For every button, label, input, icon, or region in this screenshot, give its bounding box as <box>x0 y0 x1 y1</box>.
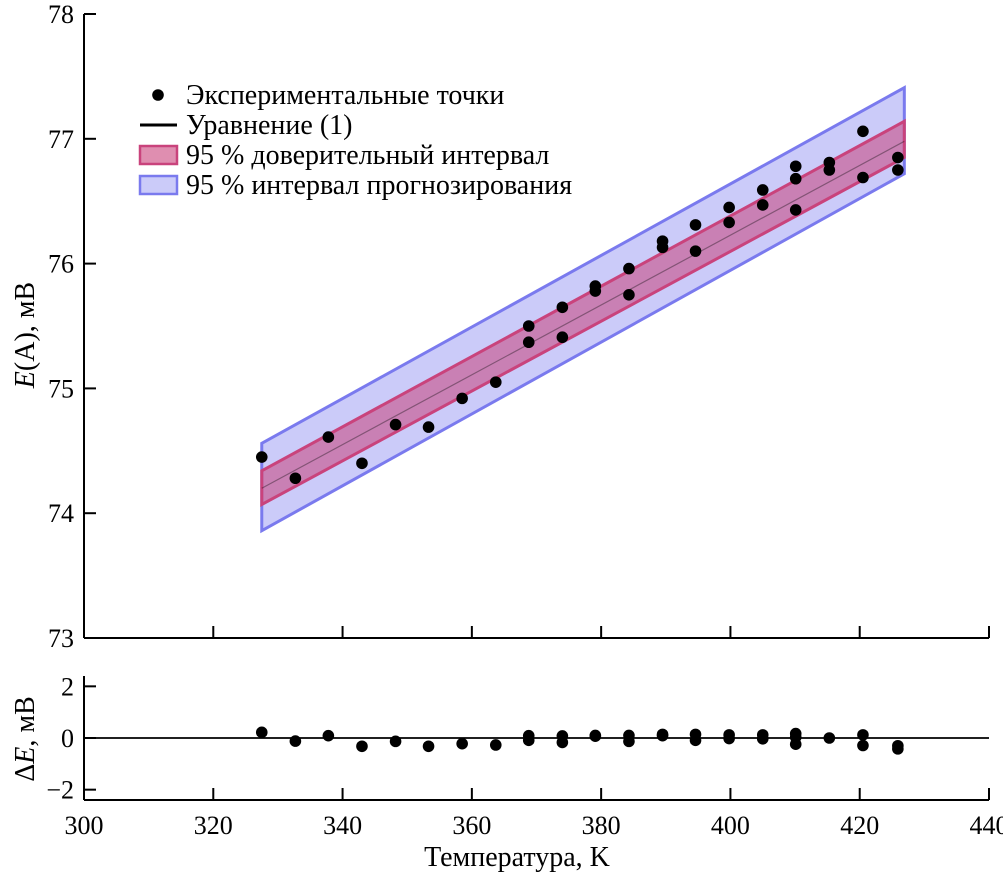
data-point <box>556 301 569 314</box>
data-point <box>255 451 268 463</box>
legend-item-fit: Уравнение (1) <box>140 110 352 141</box>
residual-point <box>322 729 335 742</box>
data-point <box>389 418 402 431</box>
residual-point <box>289 735 302 747</box>
x-tick-label: 360 <box>452 811 491 840</box>
data-point <box>489 376 502 388</box>
data-point <box>522 336 535 349</box>
data-point <box>456 392 468 405</box>
confidence-interval-band <box>260 118 906 507</box>
main-y-axis-label-unit: (A), мВ <box>10 282 41 371</box>
residual-y-axis-label-unit: , мВ <box>10 696 41 746</box>
data-point <box>857 125 869 138</box>
residual-point <box>789 738 802 750</box>
legend-item-ci: 95 % доверительный интервал <box>138 140 549 171</box>
residual-point <box>823 732 836 744</box>
data-point <box>656 241 669 254</box>
data-point <box>892 164 904 176</box>
residual-point <box>689 734 702 747</box>
residual-point <box>656 729 669 742</box>
main-y-axis-label-symbol: E <box>10 371 41 389</box>
data-point <box>723 201 735 214</box>
residual-point <box>456 737 468 750</box>
legend-label-points: Экспериментальные точки <box>186 80 504 111</box>
data-point <box>689 245 702 257</box>
legend-marker-pi <box>138 174 179 196</box>
residual-point <box>556 736 569 749</box>
data-point <box>789 160 802 173</box>
data-point <box>289 472 302 485</box>
residual-point <box>623 735 635 748</box>
main-y-tick-label: 78 <box>48 0 74 29</box>
residual-point <box>857 729 869 741</box>
residual-point <box>723 732 735 745</box>
x-tick-label: 440 <box>970 811 1003 840</box>
residual-y-tick-label: 0 <box>61 724 74 753</box>
residual-y-axis-label-prefix: Δ <box>10 764 41 782</box>
residual-point <box>756 732 769 745</box>
residual-point <box>389 735 402 748</box>
residual-y-tick-label: 2 <box>61 672 74 701</box>
residual-point <box>489 739 502 751</box>
legend-item-points: Экспериментальные точки <box>152 80 504 111</box>
residual-point <box>422 740 435 753</box>
main-axes: 73 74 75 76 77 78 <box>48 0 990 653</box>
legend-marker-ci <box>138 144 179 166</box>
residual-point <box>255 726 268 739</box>
data-point <box>322 431 335 443</box>
main-interval-bands <box>260 85 906 534</box>
data-point <box>823 164 836 176</box>
x-tick-label: 420 <box>840 811 879 840</box>
data-point <box>556 331 569 344</box>
data-point <box>789 172 802 185</box>
legend-label-ci: 95 % доверительный интервал <box>186 140 549 171</box>
data-point <box>589 285 602 297</box>
x-tick-label: 400 <box>711 811 750 840</box>
residual-point <box>522 734 535 747</box>
main-y-axis-label: E(A), мВ <box>10 282 41 389</box>
legend-item-pi: 95 % интервал прогнозирования <box>138 170 572 201</box>
x-tick-label: 340 <box>323 811 362 840</box>
data-point <box>356 457 368 470</box>
data-point <box>857 171 869 184</box>
data-point <box>723 216 735 229</box>
residual-point <box>356 740 368 753</box>
legend-marker-points <box>152 89 164 101</box>
residual-y-axis-label: ΔE, мВ <box>10 696 41 782</box>
residual-y-axis-label-symbol: E <box>10 747 41 765</box>
legend-label-pi: 95 % интервал прогнозирования <box>186 170 572 201</box>
residual-y-tick-label: −2 <box>46 776 74 805</box>
fit-line <box>261 140 905 489</box>
main-y-tick-label: 76 <box>48 250 74 279</box>
data-point <box>623 289 635 301</box>
x-tick-label: 380 <box>582 811 621 840</box>
main-y-tick-label: 75 <box>48 374 74 403</box>
main-fit-line-group <box>261 140 905 489</box>
legend-label-fit: Уравнение (1) <box>186 110 352 141</box>
residual-point <box>589 730 602 742</box>
x-axis-label: Температура, K <box>424 842 610 873</box>
main-y-tick-label: 77 <box>48 125 74 154</box>
data-point <box>422 421 435 433</box>
residual-axes: −2 0 2 300 320 340 360 380 400 420 440 <box>46 672 1003 840</box>
residual-point <box>892 743 904 755</box>
x-tick-label: 300 <box>65 811 104 840</box>
data-point <box>522 320 535 332</box>
data-point <box>623 262 635 275</box>
main-y-tick-label: 73 <box>48 624 74 653</box>
data-point <box>689 219 702 231</box>
data-point <box>789 204 802 216</box>
main-y-tick-label: 74 <box>48 499 74 528</box>
x-tick-label: 320 <box>194 811 233 840</box>
data-point <box>756 199 769 211</box>
data-point <box>756 184 769 196</box>
data-point <box>892 151 904 164</box>
main-data-points <box>255 125 904 485</box>
residual-point <box>857 739 869 752</box>
residual-data-points <box>255 726 904 755</box>
